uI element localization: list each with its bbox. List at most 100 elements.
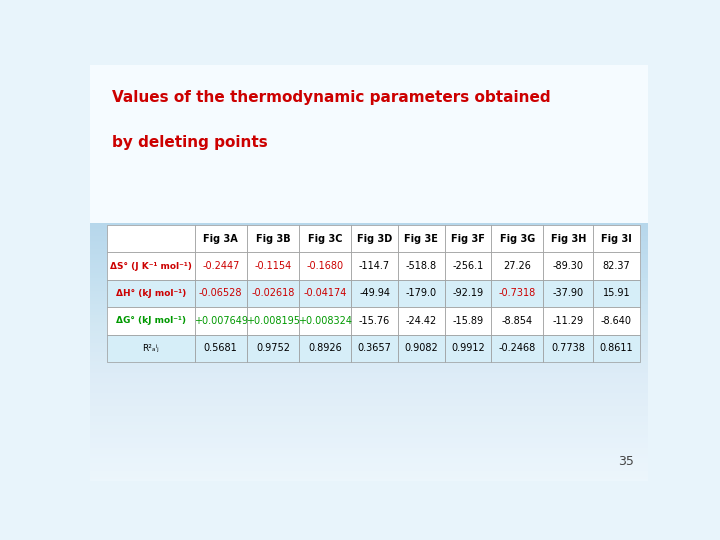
FancyBboxPatch shape — [544, 252, 593, 280]
FancyBboxPatch shape — [194, 252, 247, 280]
FancyBboxPatch shape — [491, 280, 544, 307]
Text: ΔG° (kJ mol⁻¹): ΔG° (kJ mol⁻¹) — [116, 316, 186, 326]
Text: -92.19: -92.19 — [452, 288, 484, 299]
FancyBboxPatch shape — [351, 307, 398, 335]
Text: 15.91: 15.91 — [603, 288, 630, 299]
FancyBboxPatch shape — [445, 307, 491, 335]
Text: -256.1: -256.1 — [452, 261, 484, 271]
FancyBboxPatch shape — [593, 225, 639, 252]
FancyBboxPatch shape — [194, 307, 247, 335]
Text: 35: 35 — [618, 455, 634, 468]
Text: Fig 3A: Fig 3A — [203, 234, 238, 244]
FancyBboxPatch shape — [398, 307, 445, 335]
Text: -0.06528: -0.06528 — [199, 288, 243, 299]
FancyBboxPatch shape — [593, 335, 639, 362]
FancyBboxPatch shape — [247, 307, 299, 335]
FancyBboxPatch shape — [593, 252, 639, 280]
FancyBboxPatch shape — [299, 252, 351, 280]
FancyBboxPatch shape — [445, 252, 491, 280]
Text: -518.8: -518.8 — [405, 261, 437, 271]
FancyBboxPatch shape — [299, 280, 351, 307]
Text: Fig 3G: Fig 3G — [500, 234, 535, 244]
Text: 82.37: 82.37 — [603, 261, 630, 271]
FancyBboxPatch shape — [351, 225, 398, 252]
Text: -8.854: -8.854 — [502, 316, 533, 326]
Text: -0.1680: -0.1680 — [307, 261, 343, 271]
FancyBboxPatch shape — [445, 280, 491, 307]
Text: 27.26: 27.26 — [503, 261, 531, 271]
FancyBboxPatch shape — [593, 307, 639, 335]
Text: Fig 3B: Fig 3B — [256, 234, 290, 244]
FancyBboxPatch shape — [247, 225, 299, 252]
FancyBboxPatch shape — [247, 280, 299, 307]
FancyBboxPatch shape — [544, 307, 593, 335]
FancyBboxPatch shape — [107, 307, 194, 335]
Text: R²ₐⁱⱼ: R²ₐⁱⱼ — [143, 344, 159, 353]
Text: -0.2447: -0.2447 — [202, 261, 240, 271]
Text: Fig 3I: Fig 3I — [601, 234, 631, 244]
Text: ΔS° (J K⁻¹ mol⁻¹): ΔS° (J K⁻¹ mol⁻¹) — [109, 261, 192, 271]
FancyBboxPatch shape — [398, 280, 445, 307]
FancyBboxPatch shape — [299, 225, 351, 252]
Text: -0.1154: -0.1154 — [254, 261, 292, 271]
Text: Fig 3E: Fig 3E — [405, 234, 438, 244]
Text: Fig 3C: Fig 3C — [308, 234, 343, 244]
Text: Fig 3D: Fig 3D — [357, 234, 392, 244]
Text: -37.90: -37.90 — [553, 288, 584, 299]
FancyBboxPatch shape — [398, 225, 445, 252]
FancyBboxPatch shape — [398, 252, 445, 280]
FancyBboxPatch shape — [544, 280, 593, 307]
Text: -15.76: -15.76 — [359, 316, 390, 326]
FancyBboxPatch shape — [544, 225, 593, 252]
Text: by deleting points: by deleting points — [112, 136, 268, 151]
FancyBboxPatch shape — [194, 335, 247, 362]
Text: 0.8611: 0.8611 — [600, 343, 633, 353]
FancyBboxPatch shape — [107, 225, 194, 252]
Text: Values of the thermodynamic parameters obtained: Values of the thermodynamic parameters o… — [112, 90, 551, 105]
Text: Fig 3F: Fig 3F — [451, 234, 485, 244]
FancyBboxPatch shape — [593, 280, 639, 307]
Text: -8.640: -8.640 — [600, 316, 631, 326]
FancyBboxPatch shape — [90, 65, 648, 223]
Text: +0.008324: +0.008324 — [298, 316, 352, 326]
Text: +0.008195: +0.008195 — [246, 316, 300, 326]
FancyBboxPatch shape — [491, 225, 544, 252]
Text: 0.9082: 0.9082 — [405, 343, 438, 353]
Text: +0.007649: +0.007649 — [194, 316, 248, 326]
Text: -15.89: -15.89 — [452, 316, 484, 326]
Text: 0.8926: 0.8926 — [308, 343, 342, 353]
Text: -49.94: -49.94 — [359, 288, 390, 299]
FancyBboxPatch shape — [351, 335, 398, 362]
Text: 0.9912: 0.9912 — [451, 343, 485, 353]
FancyBboxPatch shape — [398, 335, 445, 362]
Text: 0.5681: 0.5681 — [204, 343, 238, 353]
Text: -114.7: -114.7 — [359, 261, 390, 271]
FancyBboxPatch shape — [351, 252, 398, 280]
FancyBboxPatch shape — [491, 252, 544, 280]
FancyBboxPatch shape — [445, 335, 491, 362]
Text: -89.30: -89.30 — [553, 261, 584, 271]
Text: -0.02618: -0.02618 — [251, 288, 294, 299]
Text: -179.0: -179.0 — [405, 288, 437, 299]
FancyBboxPatch shape — [491, 335, 544, 362]
FancyBboxPatch shape — [491, 307, 544, 335]
Text: 0.9752: 0.9752 — [256, 343, 290, 353]
Text: 0.7738: 0.7738 — [552, 343, 585, 353]
Text: -24.42: -24.42 — [405, 316, 437, 326]
FancyBboxPatch shape — [194, 280, 247, 307]
Text: ΔH° (kJ mol⁻¹): ΔH° (kJ mol⁻¹) — [116, 289, 186, 298]
FancyBboxPatch shape — [445, 225, 491, 252]
FancyBboxPatch shape — [247, 335, 299, 362]
Text: Fig 3H: Fig 3H — [551, 234, 586, 244]
FancyBboxPatch shape — [107, 335, 194, 362]
FancyBboxPatch shape — [194, 225, 247, 252]
FancyBboxPatch shape — [107, 252, 194, 280]
FancyBboxPatch shape — [351, 280, 398, 307]
Text: -11.29: -11.29 — [553, 316, 584, 326]
Text: 0.3657: 0.3657 — [358, 343, 392, 353]
FancyBboxPatch shape — [299, 307, 351, 335]
Text: -0.04174: -0.04174 — [303, 288, 347, 299]
FancyBboxPatch shape — [107, 280, 194, 307]
FancyBboxPatch shape — [299, 335, 351, 362]
Text: -0.2468: -0.2468 — [499, 343, 536, 353]
